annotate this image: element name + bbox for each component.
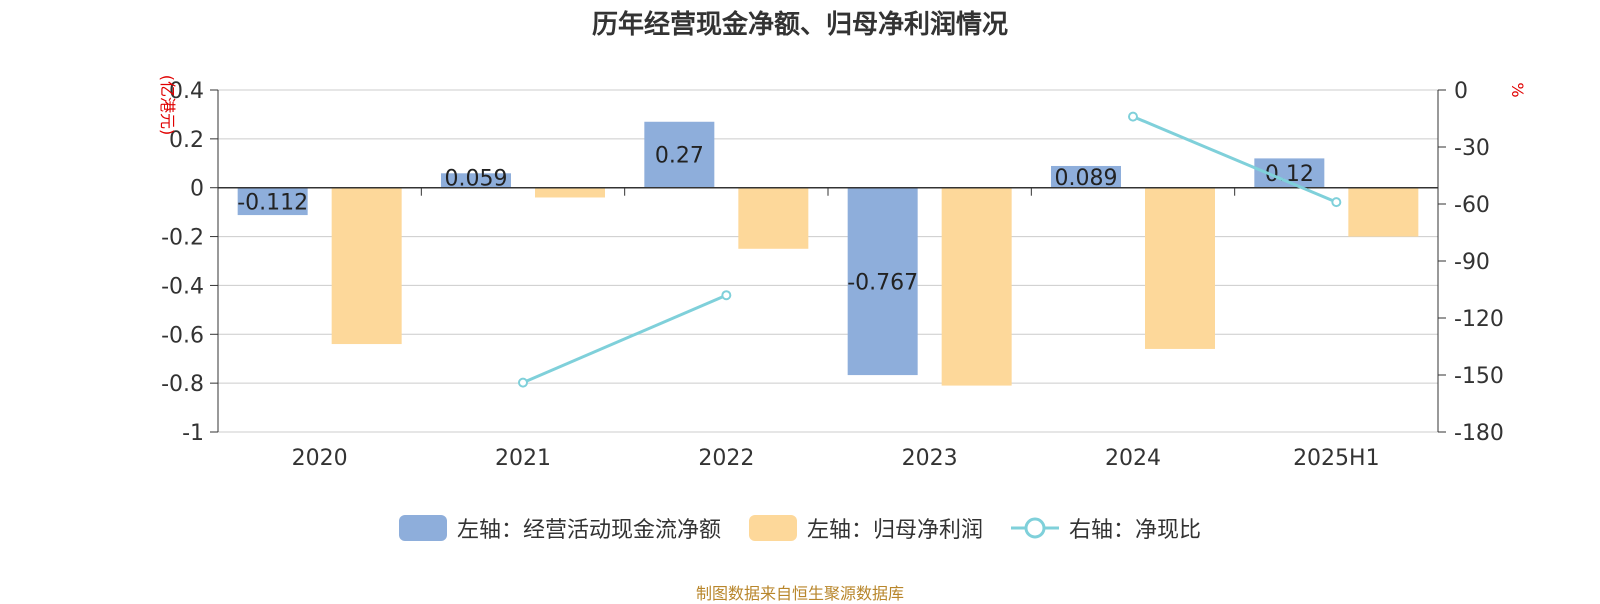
ratio-point [518,377,528,388]
left-tick-label: -0.8 [161,372,204,397]
x-tick-label: 2023 [902,446,958,471]
ratio-point [1331,197,1342,208]
bar-net-profit [1145,187,1215,349]
legend-label-cashflow: 左轴：经营活动现金流净额 [456,518,721,543]
right-tick-label: -180 [1454,421,1504,446]
legend-item-ratio[interactable]: 右轴：净现比 [1011,512,1201,544]
left-tick-label: -0.4 [161,274,204,299]
left-axis-unit: (亿港元) [158,75,177,136]
ratio-point [721,290,732,301]
bar-net-profit [1348,187,1419,237]
x-tick-label: 2020 [292,446,348,471]
x-tick-label: 2021 [495,446,551,471]
bar-net-profit [738,187,809,249]
bar-value-label: 0.27 [655,144,704,169]
left-tick-label: -1 [182,421,204,446]
legend-label-ratio: 右轴：净现比 [1069,518,1202,543]
legend-item-cashflow[interactable]: 左轴：经营活动现金流净额 [398,512,721,544]
bar-net-profit [941,187,1012,386]
left-tick-label: 0.4 [169,79,204,104]
x-tick-label: 2025H1 [1293,446,1380,471]
right-tick-label: -120 [1454,307,1504,332]
right-axis-unit: % [1508,82,1527,97]
legend-label-net-profit: 左轴：归母净利润 [806,518,983,543]
bar-net-profit [331,187,402,345]
legend-line-marker-icon [1011,517,1059,539]
right-tick-label: -90 [1454,250,1490,275]
ratio-point [1128,111,1138,122]
bar-value-label: 0.089 [1055,166,1118,191]
left-tick-label: -0.6 [161,323,204,348]
left-tick-label: 0 [190,177,204,202]
ratio-line-segment [522,293,727,384]
ratio-line-segment [1132,115,1337,204]
bar-cashflow [237,187,308,216]
left-tick-label: -0.2 [161,226,204,251]
bar-cashflow [441,173,511,188]
legend-swatch-net-profit [748,515,797,541]
right-tick-label: 0 [1454,79,1468,104]
bar-cashflow [644,121,715,188]
bar-value-label: -0.112 [237,190,308,215]
source-note: 制图数据来自恒生聚源数据库 [695,584,904,603]
legend-item-net-profit[interactable]: 左轴：归母净利润 [748,512,983,544]
bar-cashflow [1051,165,1121,188]
right-tick-label: -60 [1454,193,1490,218]
bar-net-profit [535,187,605,198]
x-tick-label: 2022 [698,446,754,471]
x-tick-label: 2024 [1105,446,1161,471]
chart-title: 历年经营现金净额、归母净利润情况 [591,10,1008,40]
right-tick-label: -30 [1454,136,1490,161]
bar-value-label: -0.767 [847,270,918,295]
right-tick-label: -150 [1454,364,1504,389]
bar-cashflow [847,187,918,376]
left-tick-label: 0.2 [169,128,204,153]
legend: 左轴：经营活动现金流净额 左轴：归母净利润 右轴：净现比 [0,512,1600,544]
legend-swatch-cashflow [398,515,447,541]
